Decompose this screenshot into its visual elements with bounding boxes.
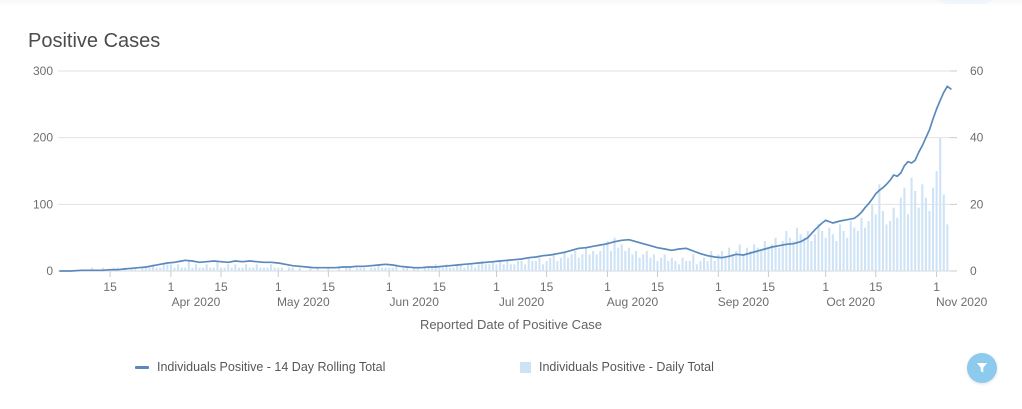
x-axis-day-label: 1 — [168, 280, 175, 294]
legend-label-rolling-total: Individuals Positive - 14 Day Rolling To… — [157, 360, 386, 374]
left-axis-tick-label: 100 — [33, 197, 53, 211]
right-axis-tick-label: 60 — [970, 64, 984, 78]
x-axis-day-label: 1 — [604, 280, 611, 294]
x-axis-day-label: 15 — [214, 280, 228, 294]
x-axis-day-label: 15 — [651, 280, 665, 294]
x-axis-title: Reported Date of Positive Case — [419, 317, 603, 332]
chart-title: Positive Cases — [28, 30, 161, 52]
x-axis-day-label: 1 — [493, 280, 500, 294]
x-axis-month-label: Apr 2020 — [172, 295, 221, 309]
daily-total-bars — [91, 137, 949, 271]
x-axis-month-label: Oct 2020 — [826, 295, 875, 309]
right-axis-tick-label: 0 — [970, 264, 977, 278]
x-axis-day-label: 15 — [762, 280, 776, 294]
rolling-total-line — [59, 85, 952, 272]
gridlines: 0 0 100 20 200 40 300 60 — [33, 64, 984, 278]
funnel-filter-icon — [976, 363, 988, 373]
right-axis-tick-label: 20 — [970, 197, 984, 211]
x-axis-day-label: 1 — [275, 280, 282, 294]
legend-item-daily-total[interactable]: Individuals Positive - Daily Total — [520, 360, 714, 374]
legend-label-daily-total: Individuals Positive - Daily Total — [539, 360, 714, 374]
legend-item-rolling-total[interactable]: Individuals Positive - 14 Day Rolling To… — [135, 360, 385, 374]
x-axis-month-label: May 2020 — [277, 295, 330, 309]
x-axis-day-label: 1 — [386, 280, 393, 294]
x-axis-day-label: 1 — [933, 280, 940, 294]
x-axis-month-label: Jun 2020 — [390, 295, 440, 309]
x-axis-day-label: 15 — [540, 280, 554, 294]
x-axis-day-label: 15 — [103, 280, 117, 294]
x-axis-month-label: Aug 2020 — [607, 295, 659, 309]
x-axis-day-label: 15 — [869, 280, 883, 294]
x-axis-day-label: 15 — [322, 280, 336, 294]
truncated-element-top-right — [938, 0, 992, 4]
x-axis-day-label: 15 — [433, 280, 447, 294]
left-axis-tick-label: 0 — [46, 264, 53, 278]
left-axis-tick-label: 300 — [33, 64, 53, 78]
line-series-marker-icon — [135, 365, 149, 369]
x-axis-day-label: 1 — [715, 280, 722, 294]
filter-button[interactable] — [967, 353, 997, 383]
x-axis-month-label: Sep 2020 — [718, 295, 770, 309]
x-axis-month-label: Jul 2020 — [499, 295, 545, 309]
left-axis-tick-label: 200 — [33, 131, 53, 145]
x-axis-day-label: 1 — [822, 280, 829, 294]
right-axis-tick-label: 40 — [970, 131, 984, 145]
x-axis-month-label: Nov 2020 — [936, 295, 988, 309]
bar-series-marker-icon — [520, 361, 531, 373]
